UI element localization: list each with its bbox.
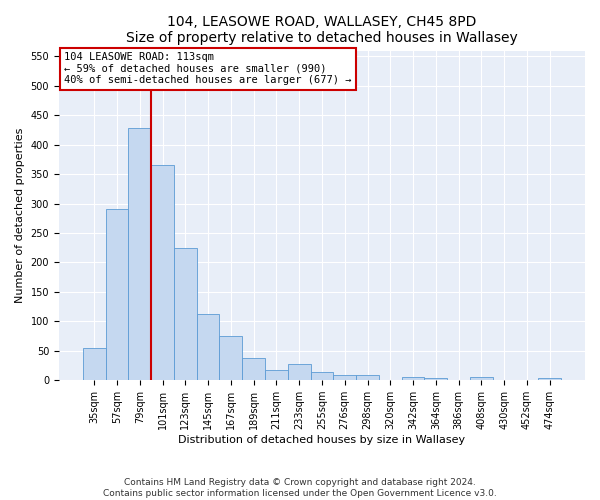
- Bar: [265, 370, 288, 380]
- Bar: [334, 375, 356, 380]
- Bar: [220, 336, 242, 380]
- Bar: [242, 358, 265, 380]
- Bar: [83, 348, 106, 380]
- Bar: [311, 372, 334, 380]
- Bar: [128, 128, 151, 380]
- Bar: [106, 209, 128, 380]
- Text: 104 LEASOWE ROAD: 113sqm
← 59% of detached houses are smaller (990)
40% of semi-: 104 LEASOWE ROAD: 113sqm ← 59% of detach…: [64, 52, 352, 86]
- Bar: [401, 378, 424, 380]
- Bar: [356, 375, 379, 380]
- X-axis label: Distribution of detached houses by size in Wallasey: Distribution of detached houses by size …: [178, 435, 466, 445]
- Bar: [538, 378, 561, 380]
- Bar: [424, 378, 447, 380]
- Bar: [470, 376, 493, 380]
- Text: Contains HM Land Registry data © Crown copyright and database right 2024.
Contai: Contains HM Land Registry data © Crown c…: [103, 478, 497, 498]
- Bar: [174, 248, 197, 380]
- Bar: [151, 166, 174, 380]
- Bar: [197, 314, 220, 380]
- Title: 104, LEASOWE ROAD, WALLASEY, CH45 8PD
Size of property relative to detached hous: 104, LEASOWE ROAD, WALLASEY, CH45 8PD Si…: [126, 15, 518, 45]
- Bar: [288, 364, 311, 380]
- Y-axis label: Number of detached properties: Number of detached properties: [15, 128, 25, 303]
